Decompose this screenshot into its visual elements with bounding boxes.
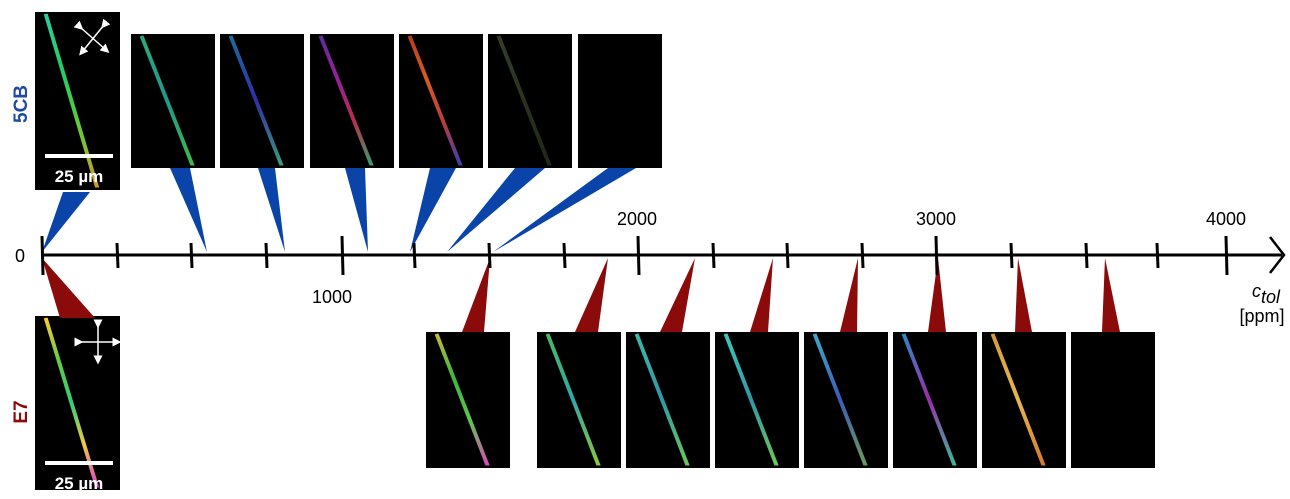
micrograph — [310, 34, 394, 168]
micrograph — [715, 332, 799, 468]
axis-subscript: tol — [1261, 287, 1281, 307]
tick — [787, 243, 788, 268]
tick-label: 3000 — [916, 209, 956, 229]
tick — [342, 236, 343, 275]
pointer — [462, 258, 490, 332]
scale-label: 25 µm — [55, 474, 104, 493]
tick-label: 1000 — [312, 287, 352, 307]
tick — [42, 236, 43, 275]
micrographs — [35, 12, 1155, 490]
tick — [862, 243, 863, 268]
tick — [564, 243, 565, 268]
tick — [1226, 236, 1227, 275]
pointer — [42, 192, 90, 252]
tick — [713, 243, 714, 268]
tick — [638, 236, 639, 275]
micrograph — [488, 34, 572, 168]
figure: 0 1000 2000 3000 4000 ctol [ppm] 5CB E7 … — [0, 0, 1290, 494]
scale-label: 25 µm — [55, 167, 104, 186]
axis-label: ctol — [1252, 281, 1281, 307]
micrograph — [537, 332, 621, 468]
micrograph — [804, 332, 888, 468]
micrograph — [1071, 332, 1155, 468]
pointer — [1102, 258, 1120, 332]
pointer — [840, 258, 858, 332]
micrograph — [131, 34, 215, 168]
tick — [191, 243, 192, 268]
pointer — [575, 258, 608, 332]
axis-unit: [ppm] — [1239, 306, 1284, 326]
pointer — [660, 258, 695, 332]
material-label: 5CB — [11, 85, 32, 123]
pointer — [258, 168, 285, 252]
micrograph — [35, 12, 120, 190]
tick — [489, 243, 490, 268]
pointer — [447, 168, 545, 252]
micrograph — [893, 332, 977, 468]
micrograph — [626, 332, 710, 468]
pointer — [1015, 258, 1032, 332]
pointer — [42, 258, 95, 318]
micrograph — [220, 34, 304, 168]
micrograph — [426, 332, 510, 468]
tick — [1011, 243, 1012, 268]
axis-symbol: c — [1252, 281, 1261, 301]
micrograph — [982, 332, 1066, 468]
tick — [1086, 243, 1087, 268]
pointer — [750, 258, 773, 332]
tick — [266, 243, 267, 268]
micrograph — [399, 34, 483, 168]
tick — [117, 243, 118, 268]
tick-label: 4000 — [1206, 209, 1246, 229]
pointer — [345, 168, 368, 252]
pointers — [42, 168, 1120, 332]
tick — [414, 243, 415, 268]
material-label: E7 — [11, 400, 32, 423]
micrograph — [578, 34, 662, 168]
tick-label: 0 — [15, 246, 25, 266]
tick-label: 2000 — [617, 209, 657, 229]
pointer — [410, 168, 456, 252]
pointer — [170, 168, 207, 252]
tick — [1157, 243, 1158, 268]
tick — [936, 236, 937, 275]
